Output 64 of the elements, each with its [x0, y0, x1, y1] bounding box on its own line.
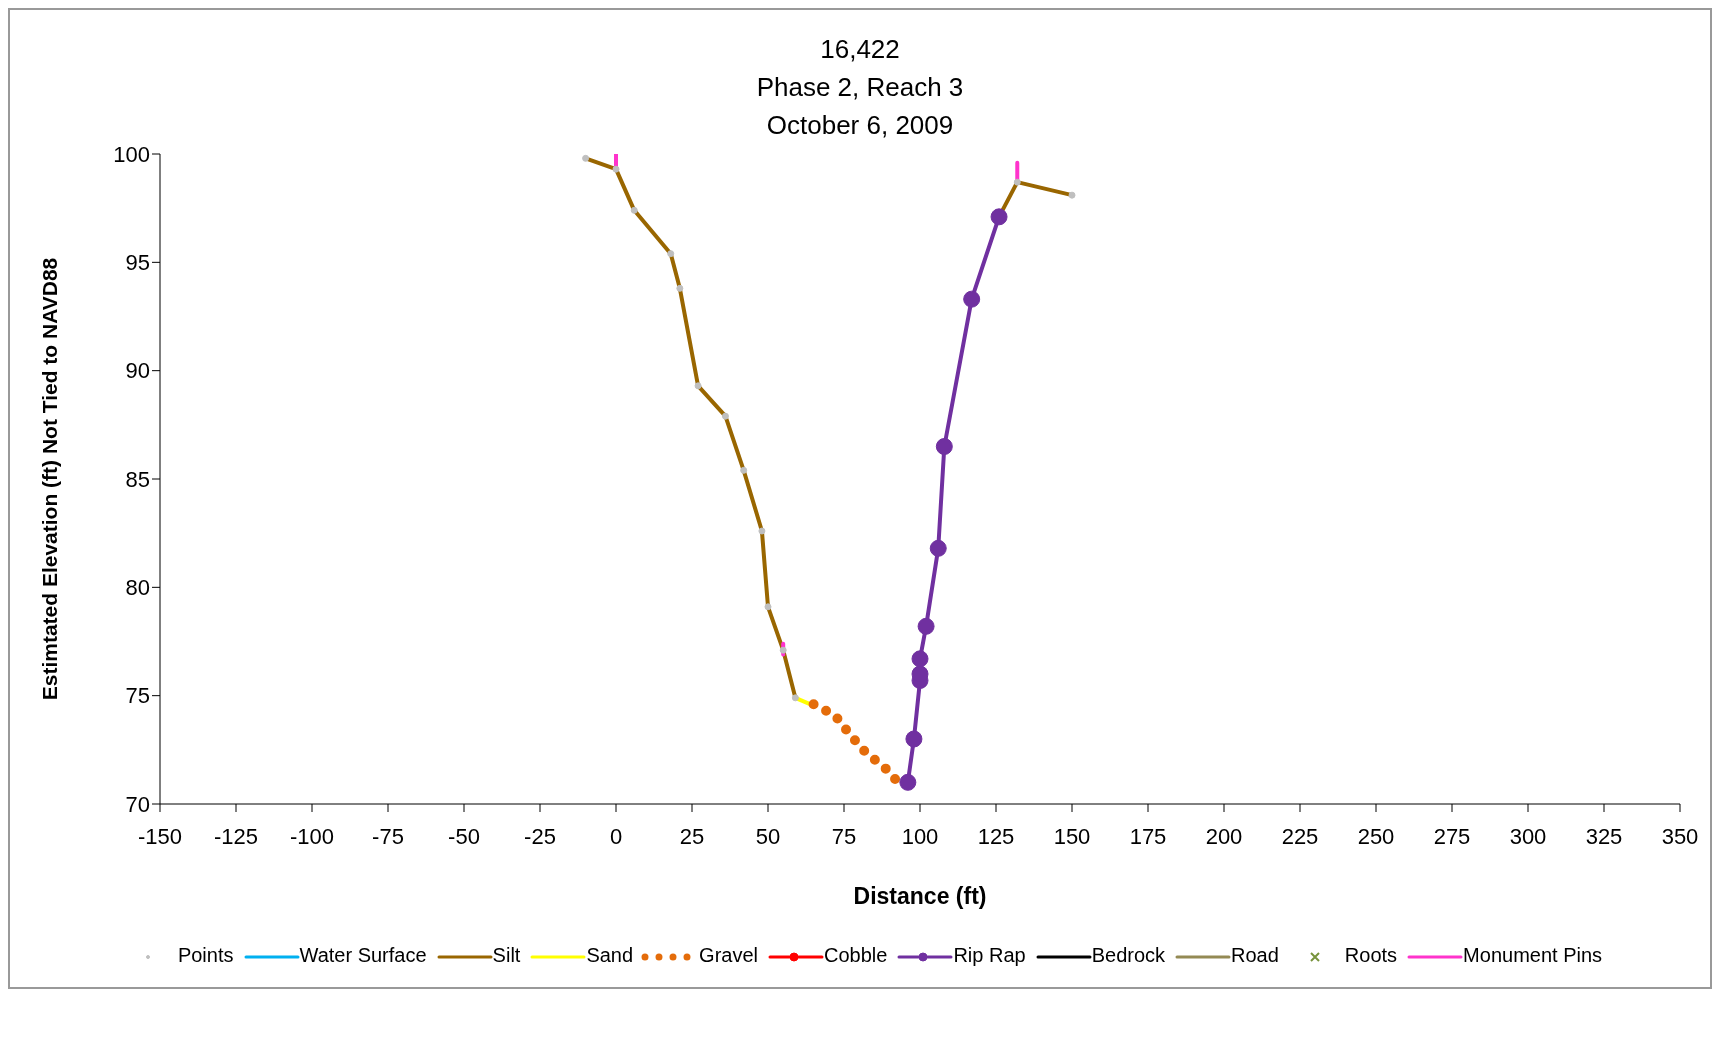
chart-title: 16,422 Phase 2, Reach 3 October 6, 2009 — [755, 33, 965, 140]
x-tick-label: -150 — [137, 823, 183, 849]
x-tick-label: 225 — [1281, 823, 1319, 849]
y-tick-label: 70 — [125, 791, 150, 817]
x-tick-label: -25 — [524, 823, 556, 849]
point — [935, 438, 953, 455]
x-tick-label: 175 — [1129, 823, 1167, 849]
x-tick-label: 25 — [679, 823, 705, 849]
point — [899, 773, 917, 791]
y-tick-label: 90 — [125, 358, 150, 384]
x-tick-label: -125 — [213, 823, 259, 849]
point — [791, 694, 799, 702]
point — [764, 603, 772, 611]
point — [911, 650, 929, 668]
x-tick-label: 200 — [1205, 823, 1243, 849]
legend-label: Cobble — [823, 944, 888, 967]
x-tick-label: 150 — [1053, 823, 1091, 849]
legend-label: Sand — [585, 944, 634, 967]
legend-label: Bedrock — [1090, 944, 1166, 967]
y-axis-title: Estimtated Elevation (ft) Not Tied to NAVD88 — [38, 257, 62, 701]
legend-label: Rip Rap — [952, 944, 1026, 967]
legend-label: Points — [176, 944, 234, 967]
x-tick-label: 275 — [1433, 823, 1471, 849]
legend-label: Gravel — [698, 944, 759, 967]
legend-label: Road — [1230, 944, 1279, 967]
y-tick-label: 100 — [113, 141, 150, 167]
x-tick-label: 250 — [1357, 823, 1395, 849]
y-tick-label: 95 — [125, 250, 150, 276]
x-tick-label: 75 — [831, 823, 857, 849]
x-tick-label: 50 — [755, 823, 781, 849]
point — [779, 646, 787, 654]
y-tick-label: 75 — [125, 683, 150, 709]
point — [740, 466, 748, 474]
point — [963, 290, 981, 308]
point — [582, 154, 590, 162]
x-tick-label: 300 — [1509, 823, 1547, 849]
point — [905, 730, 923, 748]
x-tick-label: 100 — [901, 823, 939, 849]
point — [990, 208, 1008, 226]
legend-label: Monument Pins — [1462, 944, 1603, 967]
x-tick-label: -50 — [448, 823, 480, 849]
x-tick-label: 325 — [1585, 823, 1623, 849]
point — [758, 527, 766, 535]
x-axis-title: Distance (ft) — [853, 883, 987, 909]
point — [630, 206, 638, 214]
x-tick-label: 0 — [609, 823, 623, 849]
point — [667, 250, 675, 258]
point — [917, 617, 935, 635]
legend-label: Roots — [1343, 944, 1398, 967]
x-tick-label: 350 — [1661, 823, 1699, 849]
y-tick-label: 85 — [125, 466, 150, 492]
legend-label: Silt — [491, 944, 521, 967]
point — [1013, 178, 1021, 186]
point — [612, 165, 620, 173]
x-tick-label: 125 — [977, 823, 1015, 849]
legend-label: Water Surface — [298, 944, 427, 967]
x-tick-label: -100 — [289, 823, 335, 849]
point — [694, 382, 702, 390]
y-tick-label: 80 — [125, 575, 150, 601]
point — [721, 412, 729, 420]
x-tick-label: -75 — [372, 823, 404, 849]
point — [676, 284, 684, 292]
point — [929, 539, 947, 557]
point — [1068, 191, 1076, 199]
